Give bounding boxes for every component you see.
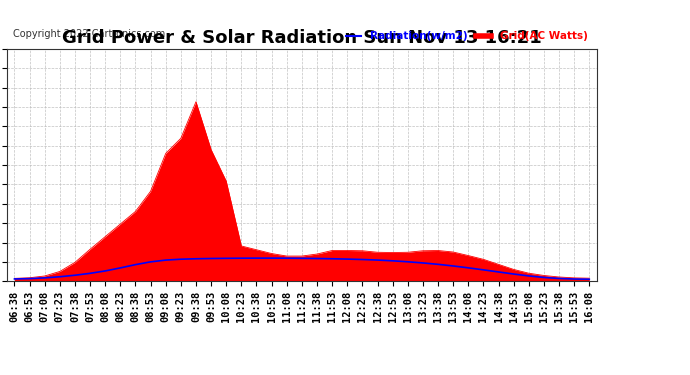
Legend: Radiation(w/m2), Grid(AC Watts): Radiation(w/m2), Grid(AC Watts) — [342, 27, 591, 45]
Text: Copyright 2022 Cartronics.com: Copyright 2022 Cartronics.com — [13, 30, 165, 39]
Title: Grid Power & Solar Radiation Sun Nov 13 16:21: Grid Power & Solar Radiation Sun Nov 13 … — [62, 29, 542, 47]
